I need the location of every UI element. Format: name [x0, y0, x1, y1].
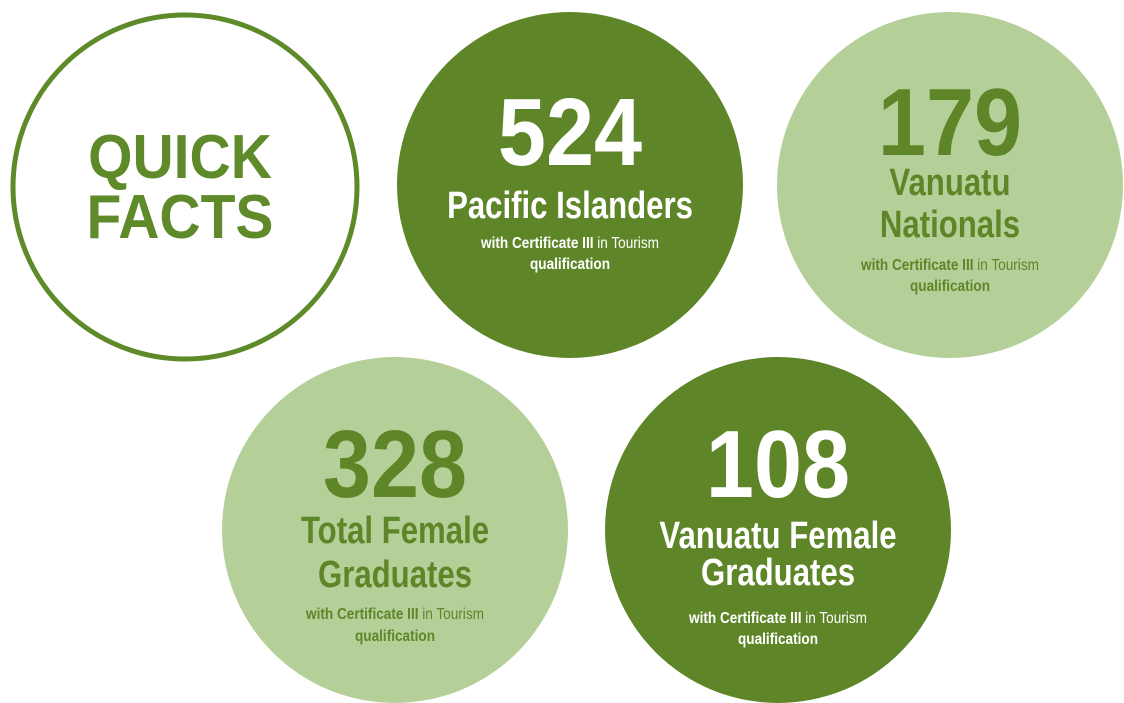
fact-label: Graduates [701, 552, 855, 594]
fact-note: with Certificate III in Tourism [860, 257, 1039, 274]
fact-number: 328 [323, 411, 467, 518]
fact-circle [222, 357, 568, 703]
note-text: in Tourism [805, 610, 867, 627]
note-text: in Tourism [422, 606, 484, 623]
fact-number: 524 [498, 79, 642, 186]
fact-circle [397, 12, 743, 358]
note-text: in Tourism [597, 235, 659, 252]
note-text: in Tourism [977, 257, 1039, 274]
fact-note: with Certificate III in Tourism [305, 606, 484, 623]
fact-circle [605, 357, 951, 703]
fact-number: 179 [878, 69, 1022, 176]
note-bold: with Certificate III [480, 235, 593, 252]
fact-note: qualification [355, 628, 435, 645]
fact-note: with Certificate III in Tourism [480, 235, 659, 252]
title-circle [10, 12, 360, 362]
fact-note: qualification [910, 278, 990, 295]
title-line: FACTS [87, 182, 274, 252]
fact-label: Total Female [301, 510, 489, 552]
fact-label: Vanuatu Female [659, 515, 896, 557]
fact-number: 108 [706, 411, 850, 518]
fact-label: Pacific Islanders [447, 185, 693, 227]
fact-note: qualification [530, 256, 610, 273]
fact-note: with Certificate III in Tourism [688, 610, 867, 627]
note-bold: with Certificate III [688, 610, 801, 627]
title-line: QUICK [88, 122, 272, 192]
note-bold: with Certificate III [305, 606, 418, 623]
note-bold: with Certificate III [860, 257, 973, 274]
fact-label: Nationals [880, 204, 1020, 246]
fact-label: Graduates [318, 554, 472, 596]
fact-circle [777, 12, 1123, 358]
fact-label: Vanuatu [889, 162, 1010, 204]
fact-note: qualification [738, 631, 818, 648]
